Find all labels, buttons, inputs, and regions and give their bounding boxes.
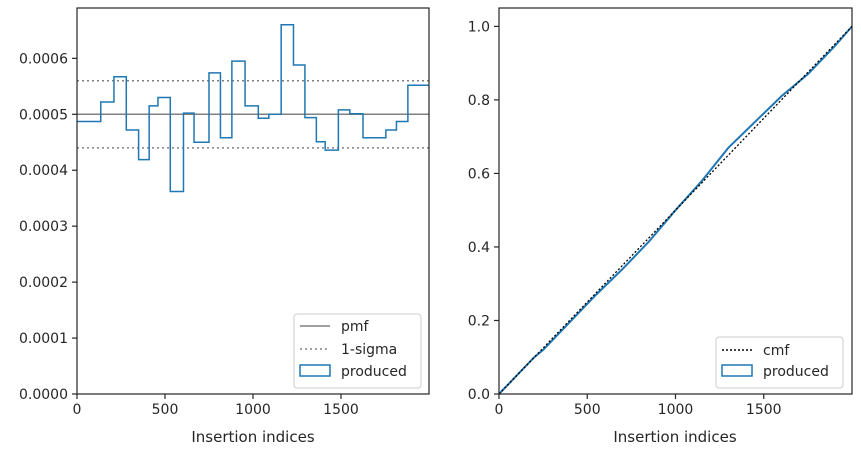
x-tick-label: 1500 — [746, 402, 782, 418]
pmf-panel: 0 500 1000 1500 0.0000 0.0001 0.0002 0.0003 0.0… — [19, 7, 430, 446]
x-axis-label: Insertion indices — [613, 428, 736, 446]
legend-produced-swatch — [299, 364, 331, 377]
y-tick-label: 0.0 — [468, 387, 490, 403]
x-tick-label: 0 — [495, 402, 504, 418]
legend-frame — [293, 313, 422, 389]
y-tick-label: 0.6 — [468, 166, 490, 182]
y-tick-label: 0.0004 — [19, 163, 68, 179]
axes-frame — [498, 7, 853, 395]
y-tick-label: 0.0006 — [19, 51, 68, 67]
legend-produced-label: produced — [341, 364, 407, 380]
x-tick-label: 0 — [73, 402, 82, 418]
axes-frame — [76, 7, 430, 395]
legend: cmf produced — [715, 336, 844, 389]
produced-histogram — [77, 24, 429, 193]
x-tick-label: 500 — [574, 402, 601, 418]
legend: pmf 1-sigma produced — [293, 313, 422, 389]
y-tick-label: 0.4 — [468, 240, 490, 256]
cmf-panel: 0 500 1000 1500 0.0 0.2 0.4 0.6 0.8 1.0 Insertio… — [468, 7, 853, 446]
y-tick-label: 0.0003 — [19, 219, 68, 235]
y-tick-label: 0.0002 — [19, 275, 68, 291]
y-tick-label: 0.0005 — [19, 107, 68, 123]
legend-sigma-label: 1-sigma — [341, 342, 397, 358]
y-tick-label: 0.8 — [468, 93, 490, 109]
x-axis-label: Insertion indices — [191, 428, 314, 446]
legend-cmf-label: cmf — [763, 343, 790, 359]
y-tick-label: 0.2 — [468, 313, 490, 329]
x-tick-label: 500 — [152, 402, 179, 418]
legend-produced-label: produced — [763, 364, 829, 380]
y-tick-label: 0.0001 — [19, 331, 68, 347]
cmf-line — [498, 25, 853, 395]
y-tick-label: 0.0000 — [19, 387, 68, 403]
x-tick-label: 1000 — [235, 402, 271, 418]
y-tick-label: 1.0 — [468, 19, 490, 35]
legend-produced-swatch — [721, 364, 753, 377]
x-tick-label: 1000 — [658, 402, 694, 418]
legend-pmf-label: pmf — [341, 319, 370, 335]
x-tick-label: 1500 — [323, 402, 359, 418]
